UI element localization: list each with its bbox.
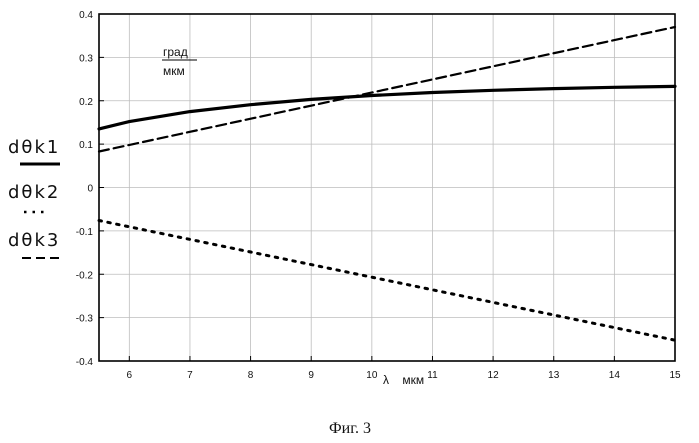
x-tick-label: 12: [488, 370, 500, 381]
x-tick-label: 9: [308, 370, 314, 381]
y-tick-label: -0.4: [76, 357, 94, 368]
y-tick-label: 0.4: [79, 10, 93, 21]
legend-label-series-1: dθk1: [8, 137, 60, 158]
series-line-2: [99, 221, 675, 341]
x-tick-label: 11: [427, 370, 438, 381]
x-tick-label: 14: [609, 370, 621, 381]
x-tick-label: 13: [548, 370, 560, 381]
x-axis-label: λ мкм: [383, 373, 424, 387]
x-tick-label: 10: [366, 370, 378, 381]
unit-label-bottom: мкм: [163, 64, 185, 78]
y-tick-label: 0.3: [79, 53, 93, 64]
y-tick-label: -0.3: [76, 314, 94, 325]
series-group: [99, 27, 675, 340]
y-tick-label: -0.1: [76, 227, 94, 238]
legend-label-series-2: dθk2: [8, 182, 60, 203]
y-tick-label: 0.1: [79, 140, 93, 151]
figure-caption: Фиг. 3: [329, 420, 371, 437]
x-tick-label: 7: [187, 370, 193, 381]
unit-label: град мкм: [162, 45, 197, 78]
legend-label-series-3: dθk3: [8, 230, 60, 251]
unit-label-top: град: [163, 45, 188, 59]
x-tick-label: 15: [669, 370, 681, 381]
legend: dθk1 dθk2 dθk3: [8, 137, 60, 258]
y-tick-label: 0.2: [79, 97, 93, 108]
grid: [99, 14, 675, 361]
x-tick-label: 8: [248, 370, 254, 381]
y-tick-label: 0: [87, 184, 93, 195]
series-line-1: [99, 86, 675, 128]
x-tick-label: 6: [127, 370, 133, 381]
y-tick-label: -0.2: [76, 270, 94, 281]
